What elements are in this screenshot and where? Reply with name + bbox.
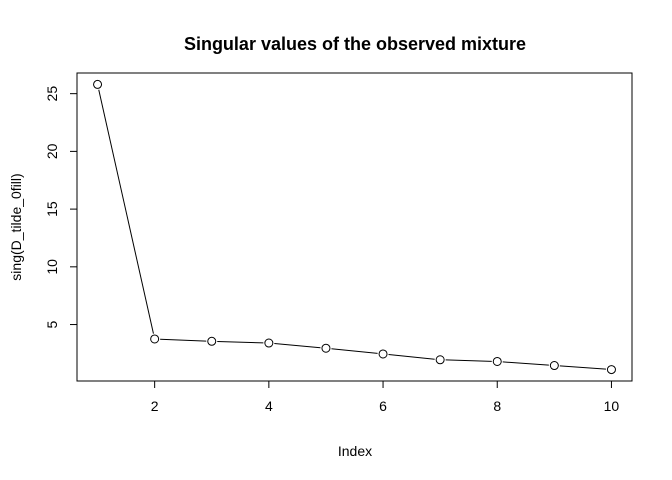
y-tick-label: 20: [44, 143, 60, 159]
x-tick-label: 6: [379, 398, 387, 414]
y-tick-label: 10: [44, 259, 60, 275]
y-axis-label: sing(D_tilde_0fill): [8, 173, 24, 280]
data-point: [549, 361, 559, 371]
y-tick-label: 25: [44, 86, 60, 102]
chart-title: Singular values of the observed mixture: [184, 34, 526, 54]
series-segment: [274, 343, 321, 349]
series-segment: [388, 354, 435, 360]
y-axis: 5 10 15 20 25: [44, 86, 78, 328]
data-point: [321, 343, 331, 353]
series-segment: [98, 89, 154, 334]
series-segment: [160, 338, 207, 342]
x-tick-label: 2: [151, 398, 159, 414]
data-point: [150, 334, 160, 344]
x-tick-label: 10: [604, 398, 620, 414]
series-segment: [559, 365, 606, 370]
data-point: [378, 349, 388, 359]
series-segment: [502, 361, 549, 366]
data-point: [492, 356, 502, 366]
series-segment: [331, 348, 378, 354]
x-tick-label: 8: [493, 398, 501, 414]
series-layer: [93, 79, 616, 375]
y-tick-label: 15: [44, 201, 60, 217]
x-axis-label: Index: [338, 443, 372, 459]
y-tick-label: 5: [44, 320, 60, 328]
data-point: [207, 336, 217, 346]
series-segment: [217, 340, 264, 344]
data-point: [93, 79, 103, 89]
x-axis: 2 4 6 8 10: [151, 380, 620, 414]
series-segment: [445, 359, 492, 362]
plot-frame: [76, 72, 633, 382]
data-point: [435, 355, 445, 365]
data-point: [606, 365, 616, 375]
x-tick-label: 4: [265, 398, 273, 414]
data-point: [264, 338, 274, 348]
